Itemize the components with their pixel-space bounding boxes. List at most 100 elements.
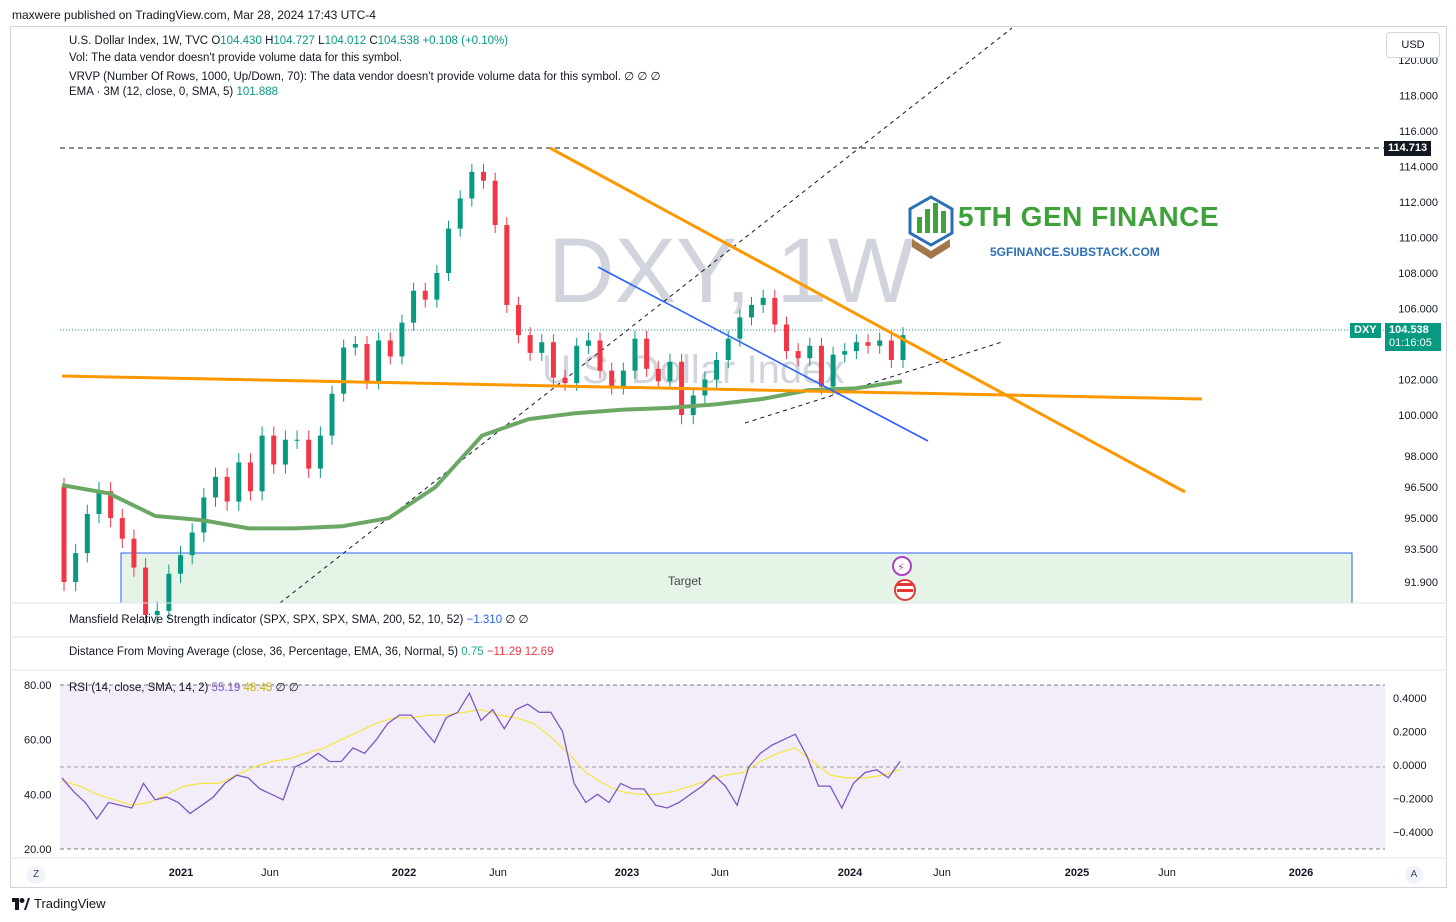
candle-body (271, 435, 277, 465)
candle-body (189, 532, 195, 556)
candle-body (795, 351, 801, 359)
legend-open: 104.430 (220, 35, 262, 47)
ema-3m-line (61, 379, 903, 531)
candle-body (527, 335, 533, 353)
candle-body (178, 555, 184, 574)
candle-body (201, 497, 207, 533)
candle-body (364, 344, 370, 382)
candle-body (61, 487, 67, 582)
flash-glyph: ⚡ (897, 561, 905, 574)
price-axis-tick: 100.000 (1398, 410, 1438, 422)
legend-mansfield: Mansfield Relative Strength indicator (S… (69, 612, 529, 626)
orange-descending-trendline (549, 146, 1186, 494)
brand-emblem-icon (908, 195, 954, 259)
legend-ohlc: U.S. Dollar Index, 1W, TVC O104.430 H104… (69, 35, 508, 47)
rsi-axis-tick: 40.00 (24, 789, 52, 801)
time-axis-tick: 2022 (392, 867, 416, 879)
candle-body (387, 340, 393, 357)
time-axis-tick: 2024 (838, 867, 863, 879)
time-axis-tick: 2025 (1065, 867, 1089, 879)
zoom-reset-button[interactable]: Z (27, 866, 45, 884)
candle-body (341, 347, 347, 394)
time-axis-tick: 2021 (169, 867, 193, 879)
price-axis-tick: 96.500 (1404, 482, 1438, 494)
legend-high: 104.727 (273, 35, 315, 47)
candle-body (772, 297, 778, 325)
legend-symbol: U.S. Dollar Index, 1W, TVC (69, 35, 209, 47)
candle-body (760, 297, 766, 305)
event-icon-flash[interactable] (892, 556, 912, 576)
candle-body (154, 610, 160, 615)
candle-body (609, 370, 615, 387)
last-price-value: 104.538 (1389, 324, 1429, 336)
candle-body (632, 338, 638, 371)
candle-body (783, 324, 789, 352)
candle-body (714, 359, 720, 380)
candle-body (212, 476, 218, 498)
high-price-tag: 114.713 (1384, 141, 1432, 156)
candle-body (376, 340, 382, 382)
time-axis-tick: 2023 (615, 867, 639, 879)
rsi-axis[interactable]: 80.00 60.00 40.00 20.00 (24, 680, 52, 856)
tradingview-logo[interactable]: TradingView (12, 896, 106, 911)
candle-body (469, 171, 475, 199)
price-axis-tick: 102.000 (1398, 375, 1438, 387)
legend-low: 104.012 (324, 35, 367, 47)
candle-body (481, 171, 486, 181)
dashed-trendline-short (744, 341, 1003, 424)
price-axis-tick: 112.000 (1399, 197, 1438, 209)
dma-axis[interactable]: 0.4000 0.2000 0.0000 −0.2000 −0.4000 (1393, 693, 1433, 839)
candle-body (562, 377, 568, 384)
legend-vrvp-text: VRVP (Number Of Rows, 1000, Up/Down, 70)… (69, 71, 621, 83)
price-axis-tick: 110.000 (1399, 233, 1438, 245)
candle-body (166, 573, 172, 611)
legend-h-label: H (265, 35, 274, 47)
legend-dma-v2: −11.29 (486, 646, 522, 658)
rsi-axis-tick: 20.00 (24, 844, 52, 856)
time-axis[interactable]: 2021 Jun 2022 Jun 2023 Jun 2024 Jun 2025 Jun 2026 (169, 867, 1313, 879)
legend-dma: Distance From Moving Average (close, 36,… (69, 646, 553, 658)
price-axis-tick: 98.000 (1404, 451, 1438, 463)
candle-body (830, 354, 836, 387)
legend-vrvp: VRVP (Number Of Rows, 1000, Up/Down, 70)… (69, 69, 661, 83)
legend-ema: EMA · 3M (12, close, 0, SMA, 5) 101.888 (69, 86, 278, 98)
legend-l-label: L (318, 35, 325, 47)
legend-dma-v1: 0.75 (461, 646, 484, 658)
time-axis-tick: Jun (933, 867, 951, 879)
candle-body (877, 340, 883, 346)
candle-body (655, 368, 661, 382)
flag-stripes-2 (897, 589, 913, 592)
dma-axis-tick: −0.4000 (1393, 827, 1433, 839)
candles-group (61, 163, 906, 625)
candle-body (749, 304, 755, 318)
price-axis-tick: 93.500 (1404, 544, 1438, 556)
price-axis-tick: 114.000 (1399, 162, 1438, 174)
candle-body (807, 345, 813, 359)
legend-c-label: C (369, 35, 378, 47)
candle-body (434, 273, 440, 300)
candle-body (865, 342, 871, 346)
candle-body (446, 228, 452, 273)
legend-rsi-text: RSI (14, close, SMA, 14, 2) (69, 682, 209, 694)
candle-body (667, 361, 673, 382)
last-price-tag: 104.538 01:16:05 (1385, 323, 1441, 351)
candle-body (737, 317, 743, 339)
rsi-line (61, 691, 901, 821)
blue-trendline (597, 266, 929, 442)
candle-body (294, 439, 300, 441)
dma-axis-tick: 0.4000 (1393, 693, 1427, 705)
legend-change: +0.108 (+0.10%) (422, 35, 509, 47)
auto-scale-button[interactable]: A (1405, 866, 1423, 884)
price-axis[interactable]: 120.000 118.000 116.000 114.000 112.000 110.0… (1398, 55, 1438, 589)
candle-body (84, 513, 90, 554)
candle-body (259, 435, 265, 492)
candle-body (422, 290, 428, 300)
legend-ema-text: EMA · 3M (12, close, 0, SMA, 5) (69, 86, 234, 98)
brand-url[interactable]: 5GFINANCE.SUBSTACK.COM (990, 245, 1160, 259)
legend-rsi: RSI (14, close, SMA, 14, 2) 55.19 48.45 … (69, 680, 299, 694)
candle-body (352, 344, 358, 348)
candle-body (725, 338, 731, 360)
currency-button[interactable]: USD (1386, 32, 1440, 58)
